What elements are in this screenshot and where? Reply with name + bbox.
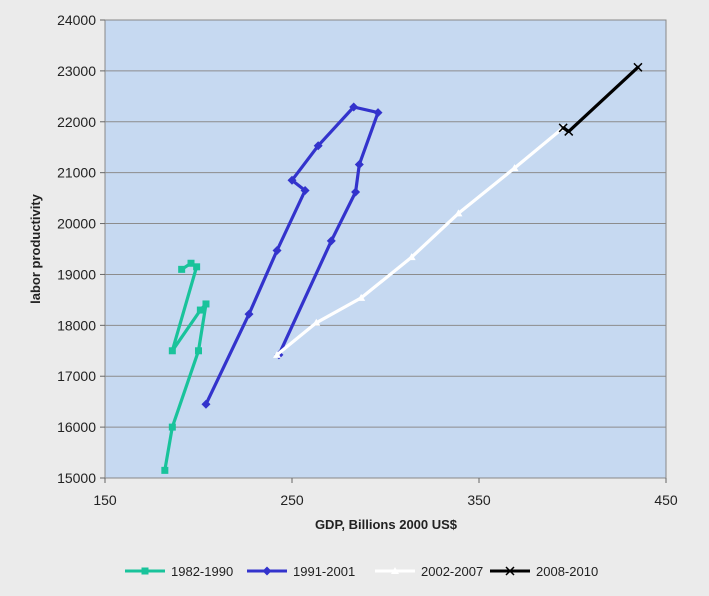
- data-point: [195, 347, 202, 355]
- data-point: [351, 187, 361, 197]
- data-point: [273, 350, 282, 358]
- x-tick-label: 450: [654, 492, 678, 508]
- data-point: [633, 62, 643, 72]
- legend-label: 1991-2001: [293, 564, 355, 579]
- legend: 1982-1990 1991-2001 2002-2007 2008-2010: [125, 564, 598, 579]
- series-lines: [161, 62, 643, 474]
- data-point: [407, 253, 416, 261]
- grid-lines: [105, 70, 666, 428]
- data-point: [312, 318, 321, 326]
- data-point: [454, 209, 463, 217]
- data-point: [510, 164, 519, 172]
- data-point: [564, 126, 574, 136]
- data-point: [313, 141, 323, 151]
- x-tick-label: 150: [93, 492, 117, 508]
- y-tick-label: 18000: [57, 317, 96, 333]
- plot-area: [104, 19, 667, 479]
- y-tick-label: 16000: [57, 419, 96, 435]
- data-point: [357, 293, 366, 301]
- data-point: [201, 399, 211, 409]
- legend-label: 1982-1990: [171, 564, 233, 579]
- data-point: [354, 160, 364, 170]
- y-tick-label: 22000: [57, 114, 96, 130]
- legend-marker: [262, 566, 272, 576]
- y-tick-label: 19000: [57, 266, 96, 282]
- data-point: [244, 309, 254, 319]
- data-point: [326, 236, 336, 246]
- data-point: [373, 108, 383, 118]
- legend-marker: [391, 567, 399, 574]
- y-tick-label: 24000: [57, 12, 96, 28]
- x-tick-label: 350: [467, 492, 491, 508]
- legend-marker: [141, 567, 149, 575]
- data-point: [161, 466, 169, 474]
- legend-label: 2002-2007: [421, 564, 483, 579]
- legend-label: 2008-2010: [536, 564, 598, 579]
- x-axis-label: GDP, Billions 2000 US$: [315, 517, 458, 532]
- data-point: [168, 347, 176, 355]
- data-point: [300, 185, 310, 195]
- x-tick-label: 250: [280, 492, 304, 508]
- data-point: [287, 175, 297, 185]
- data-point: [168, 423, 176, 431]
- axes: 15000 16000 17000 18000 19000 20000 21000 22000…: [57, 12, 678, 508]
- y-tick-label: 17000: [57, 368, 96, 384]
- legend-marker: [505, 566, 515, 576]
- y-tick-label: 20000: [57, 216, 96, 232]
- data-point: [193, 263, 201, 271]
- y-tick-label: 23000: [57, 63, 96, 79]
- data-point: [558, 123, 568, 133]
- y-axis-label: labor productivity: [28, 193, 43, 304]
- data-point: [349, 102, 359, 112]
- y-tick-label: 21000: [57, 165, 96, 181]
- data-point: [196, 306, 204, 314]
- data-point: [202, 300, 210, 308]
- series-line-1991-2001: [204, 105, 380, 406]
- y-tick-label: 15000: [57, 470, 96, 486]
- data-point: [178, 265, 186, 273]
- data-point: [272, 246, 282, 256]
- data-point: [187, 259, 195, 267]
